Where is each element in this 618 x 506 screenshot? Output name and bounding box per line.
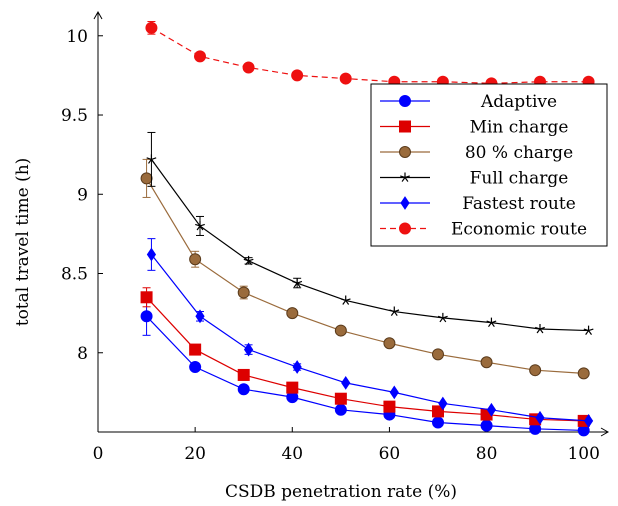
series-full-charge <box>146 131 594 335</box>
legend-marker <box>399 95 411 107</box>
data-point <box>389 306 400 316</box>
legend: Adaptive Min charge 80 % charge Full charge… <box>370 83 608 247</box>
x-tick-label: 80 <box>476 444 498 464</box>
series-line <box>146 178 584 374</box>
data-point <box>292 278 303 288</box>
data-point <box>486 317 497 328</box>
data-point <box>389 385 399 400</box>
legend-entry: Adaptive <box>480 92 557 112</box>
y-tick-label: 8.5 <box>61 265 88 285</box>
data-point <box>237 383 250 396</box>
series-economic-route <box>145 21 595 90</box>
x-tick-label: 60 <box>379 444 401 464</box>
series-line <box>146 296 584 422</box>
data-point <box>292 360 302 374</box>
y-tick-label: 9 <box>77 185 88 205</box>
series-80-charge <box>140 158 590 380</box>
data-point <box>140 172 153 185</box>
legend-entry: Economic route <box>451 220 587 240</box>
legend-entry: Full charge <box>470 169 569 189</box>
data-point <box>535 323 545 334</box>
data-point <box>243 342 254 357</box>
legend-entry: Min charge <box>470 118 569 138</box>
data-point <box>146 247 157 262</box>
series-line <box>146 315 584 432</box>
data-point <box>140 291 153 304</box>
legend-marker <box>399 222 411 235</box>
data-point <box>583 325 594 335</box>
data-point <box>195 220 205 231</box>
data-point <box>480 419 493 432</box>
data-point <box>334 392 347 405</box>
y-tick-label: 8 <box>77 344 88 364</box>
legend-box <box>370 83 608 247</box>
y-tick-label: 10 <box>66 27 88 47</box>
data-point <box>195 309 205 324</box>
data-point <box>577 367 590 380</box>
x-tick-label: 100 <box>567 444 599 464</box>
data-point <box>529 364 542 377</box>
y-tick-label: 9.5 <box>61 106 88 126</box>
legend-marker <box>399 146 411 158</box>
legend-entry: 80 % charge <box>465 143 573 163</box>
data-point <box>432 348 444 361</box>
data-point <box>189 343 202 356</box>
series-fastest-route <box>146 238 594 428</box>
data-point <box>437 312 448 323</box>
data-point <box>145 21 158 34</box>
data-point <box>432 416 444 429</box>
data-point <box>486 402 497 417</box>
data-point <box>432 405 444 418</box>
data-point <box>438 396 448 411</box>
x-tick-label: 0 <box>93 444 104 464</box>
data-point <box>189 253 202 266</box>
x-axis-label: CSDB penetration rate (%) <box>225 482 457 502</box>
x-tick-label: 20 <box>184 444 206 464</box>
data-point <box>286 381 299 394</box>
data-point <box>194 50 206 63</box>
data-point <box>341 375 351 390</box>
legend-marker <box>400 172 410 182</box>
data-point <box>383 400 396 413</box>
data-point <box>286 307 299 320</box>
data-point <box>189 361 202 374</box>
data-point <box>237 368 250 381</box>
data-point <box>291 69 304 82</box>
x-tick-label: 40 <box>281 444 303 464</box>
data-point <box>339 72 352 85</box>
x-axis-arrow <box>600 427 610 437</box>
data-point <box>334 403 347 416</box>
data-point <box>535 410 545 425</box>
legend-marker <box>399 120 411 133</box>
series-min-charge <box>140 287 590 427</box>
y-axis-label: total travel time (h) <box>13 158 33 327</box>
data-point <box>243 255 254 266</box>
series-line <box>150 159 589 332</box>
plot-area <box>140 21 595 437</box>
series-line <box>150 254 589 422</box>
y-axis-arrow <box>93 10 103 20</box>
data-point <box>340 295 351 305</box>
data-point <box>480 356 493 369</box>
data-point <box>334 324 347 337</box>
legend-entry: Fastest route <box>462 194 576 214</box>
data-point <box>140 310 153 323</box>
data-point <box>383 337 396 350</box>
data-point <box>146 154 157 164</box>
series-line <box>151 27 589 84</box>
axes: 0 20 40 60 80 100 8 8.5 9 9.5 10 <box>61 10 610 464</box>
data-point <box>237 286 250 299</box>
data-point <box>242 61 255 74</box>
data-point <box>583 414 594 428</box>
legend-marker <box>400 196 410 210</box>
